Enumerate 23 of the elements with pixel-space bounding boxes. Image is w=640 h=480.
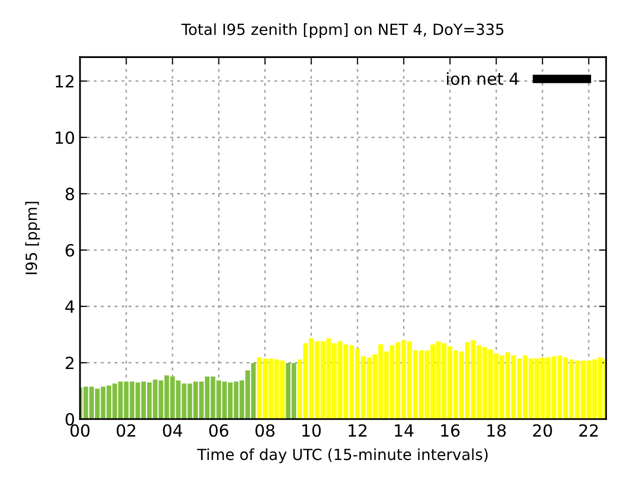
x-tick-label: 00: [70, 424, 90, 437]
x-tick-label: 12: [348, 424, 366, 437]
text: ion net 4: [447, 72, 518, 86]
y-tick-label: 6: [66, 244, 74, 257]
x-tick-label: 20: [533, 424, 552, 437]
x-tick-label: 08: [255, 424, 274, 437]
y-tick-label: 12: [56, 75, 74, 88]
x-tick-label: 10: [302, 424, 321, 437]
y-tick-label: 2: [66, 356, 74, 370]
x-tick-label: 22: [579, 424, 598, 437]
y-tick-label: 4: [65, 300, 74, 313]
y-axis-title: I95 [ppm]: [25, 202, 40, 274]
y-tick-label: 10: [56, 131, 74, 144]
x-tick-label: 04: [162, 424, 182, 437]
y-tick-label: 8: [66, 188, 74, 200]
x-tick-label: 18: [487, 424, 506, 437]
x-tick-label: 14: [394, 424, 414, 437]
x-tick-label: 16: [441, 424, 460, 437]
x-tick-label: 02: [116, 424, 136, 437]
y-tick-label: 0: [66, 413, 74, 426]
x-tick-label: 06: [209, 424, 228, 437]
chart-title: Total I95 zenith [ppm] on NET 4, DoY=335: [181, 23, 504, 38]
x-axis-title: Time of day UTC (15-minute intervals): [197, 448, 488, 464]
